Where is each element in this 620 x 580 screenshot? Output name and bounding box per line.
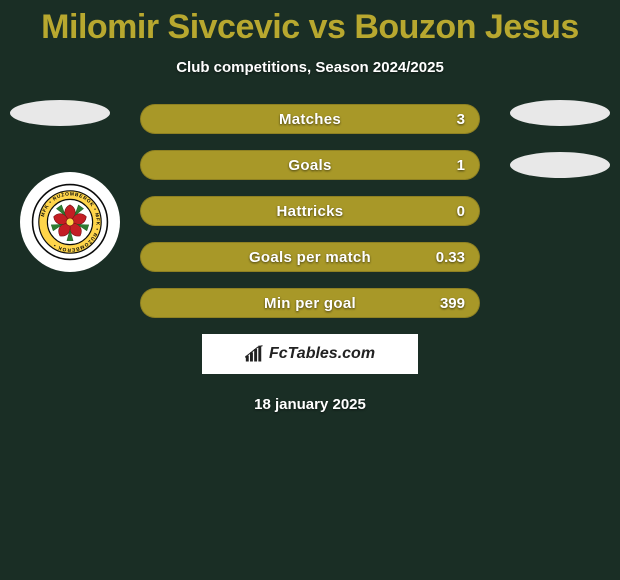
page-title: Milomir Sivcevic vs Bouzon Jesus <box>0 0 620 47</box>
comparison-content: MFK • RUŽOMBEROK • MFK • RUŽOMBEROK • Ma… <box>0 104 620 413</box>
date-text: 18 january 2025 <box>0 396 620 413</box>
stat-value: 1 <box>457 151 465 179</box>
stat-bars: Matches 3 Goals 1 Hattricks 0 Goals per … <box>140 104 480 318</box>
stat-row: Goals 1 <box>140 150 480 180</box>
stat-label: Hattricks <box>141 197 479 225</box>
placeholder-ellipse-left <box>10 100 110 126</box>
bars-chart-icon <box>245 345 265 363</box>
subtitle: Club competitions, Season 2024/2025 <box>0 59 620 76</box>
stat-value: 0 <box>457 197 465 225</box>
stat-row: Goals per match 0.33 <box>140 242 480 272</box>
brand-text: FcTables.com <box>269 345 375 363</box>
stat-label: Goals <box>141 151 479 179</box>
stat-label: Matches <box>141 105 479 133</box>
stat-row: Hattricks 0 <box>140 196 480 226</box>
placeholder-ellipse-right-2 <box>510 152 610 178</box>
ruzomberok-crest-icon: MFK • RUŽOMBEROK • MFK • RUŽOMBEROK • <box>31 183 109 261</box>
stat-label: Goals per match <box>141 243 479 271</box>
stat-row: Matches 3 <box>140 104 480 134</box>
stat-row: Min per goal 399 <box>140 288 480 318</box>
brand-block: FcTables.com <box>202 334 418 374</box>
placeholder-ellipse-right-1 <box>510 100 610 126</box>
club-logo: MFK • RUŽOMBEROK • MFK • RUŽOMBEROK • <box>20 172 120 272</box>
stat-value: 399 <box>440 289 465 317</box>
stat-label: Min per goal <box>141 289 479 317</box>
stat-value: 0.33 <box>436 243 465 271</box>
stat-value: 3 <box>457 105 465 133</box>
